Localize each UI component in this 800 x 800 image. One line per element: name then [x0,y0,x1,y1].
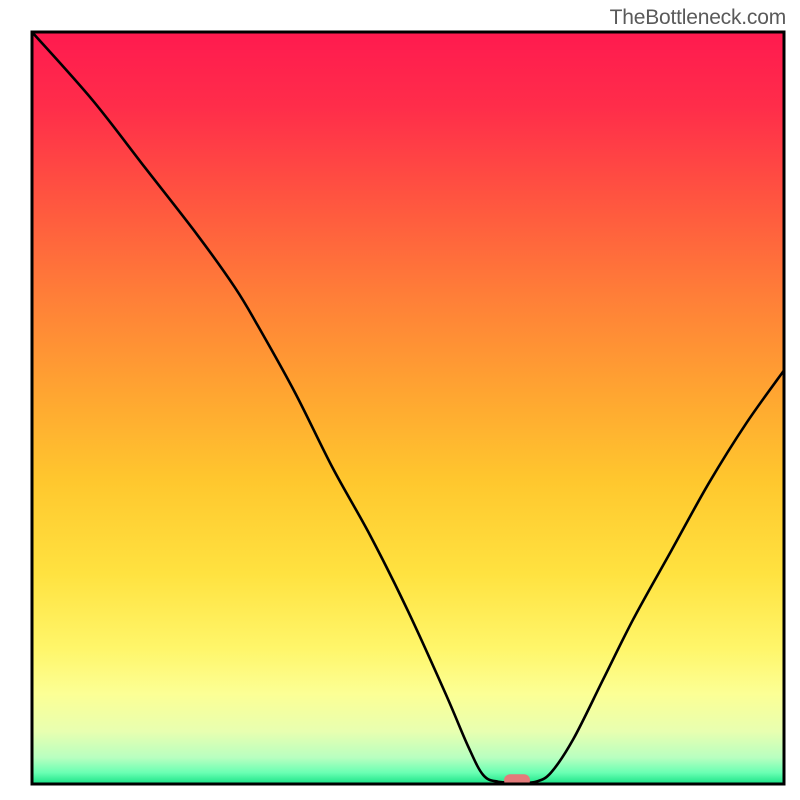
watermark-text: TheBottleneck.com [610,6,786,30]
bottleneck-chart [0,0,800,800]
chart-svg [0,0,800,800]
plot-background-gradient [32,32,784,784]
